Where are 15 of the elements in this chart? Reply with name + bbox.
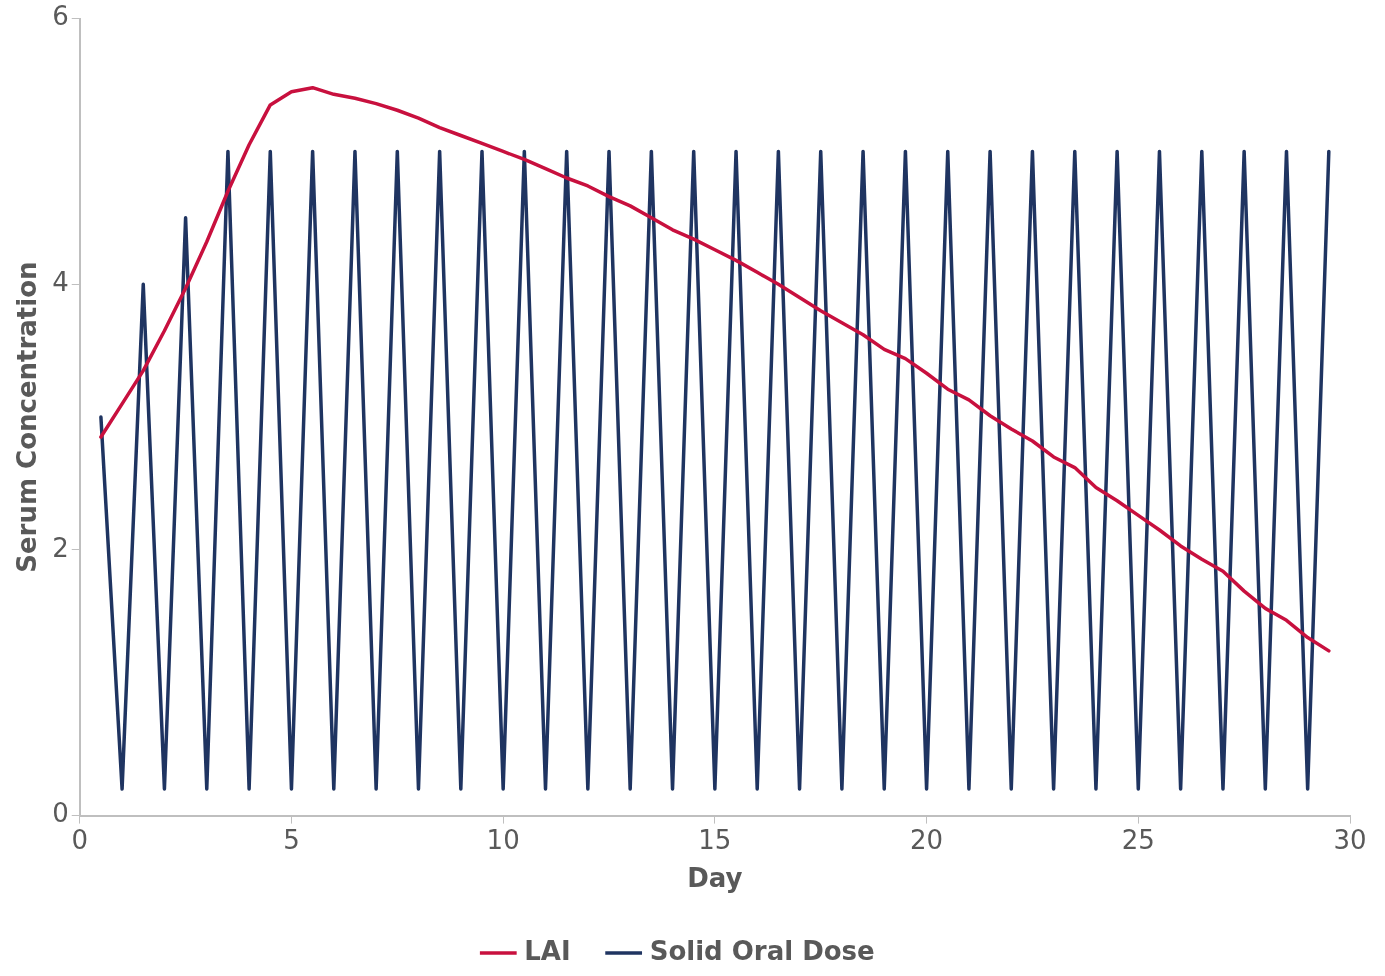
y-tick-label: 4 [52, 267, 69, 298]
y-axis-title: Serum Concentration [12, 261, 43, 573]
legend-label: LAI [524, 935, 571, 966]
legend-label: Solid Oral Dose [649, 935, 875, 966]
x-tick-label: 30 [1333, 824, 1367, 855]
x-tick-label: 0 [71, 824, 89, 855]
x-tick-label: 15 [698, 824, 732, 855]
y-tick-label: 2 [52, 532, 69, 563]
x-tick-label: 10 [486, 824, 520, 855]
x-tick-label: 25 [1121, 824, 1155, 855]
x-tick-label: 5 [283, 824, 300, 855]
x-tick-label: 20 [910, 824, 944, 855]
y-tick-label: 0 [52, 798, 69, 829]
x-axis-title: Day [687, 863, 743, 894]
y-tick-label: 6 [52, 1, 69, 32]
